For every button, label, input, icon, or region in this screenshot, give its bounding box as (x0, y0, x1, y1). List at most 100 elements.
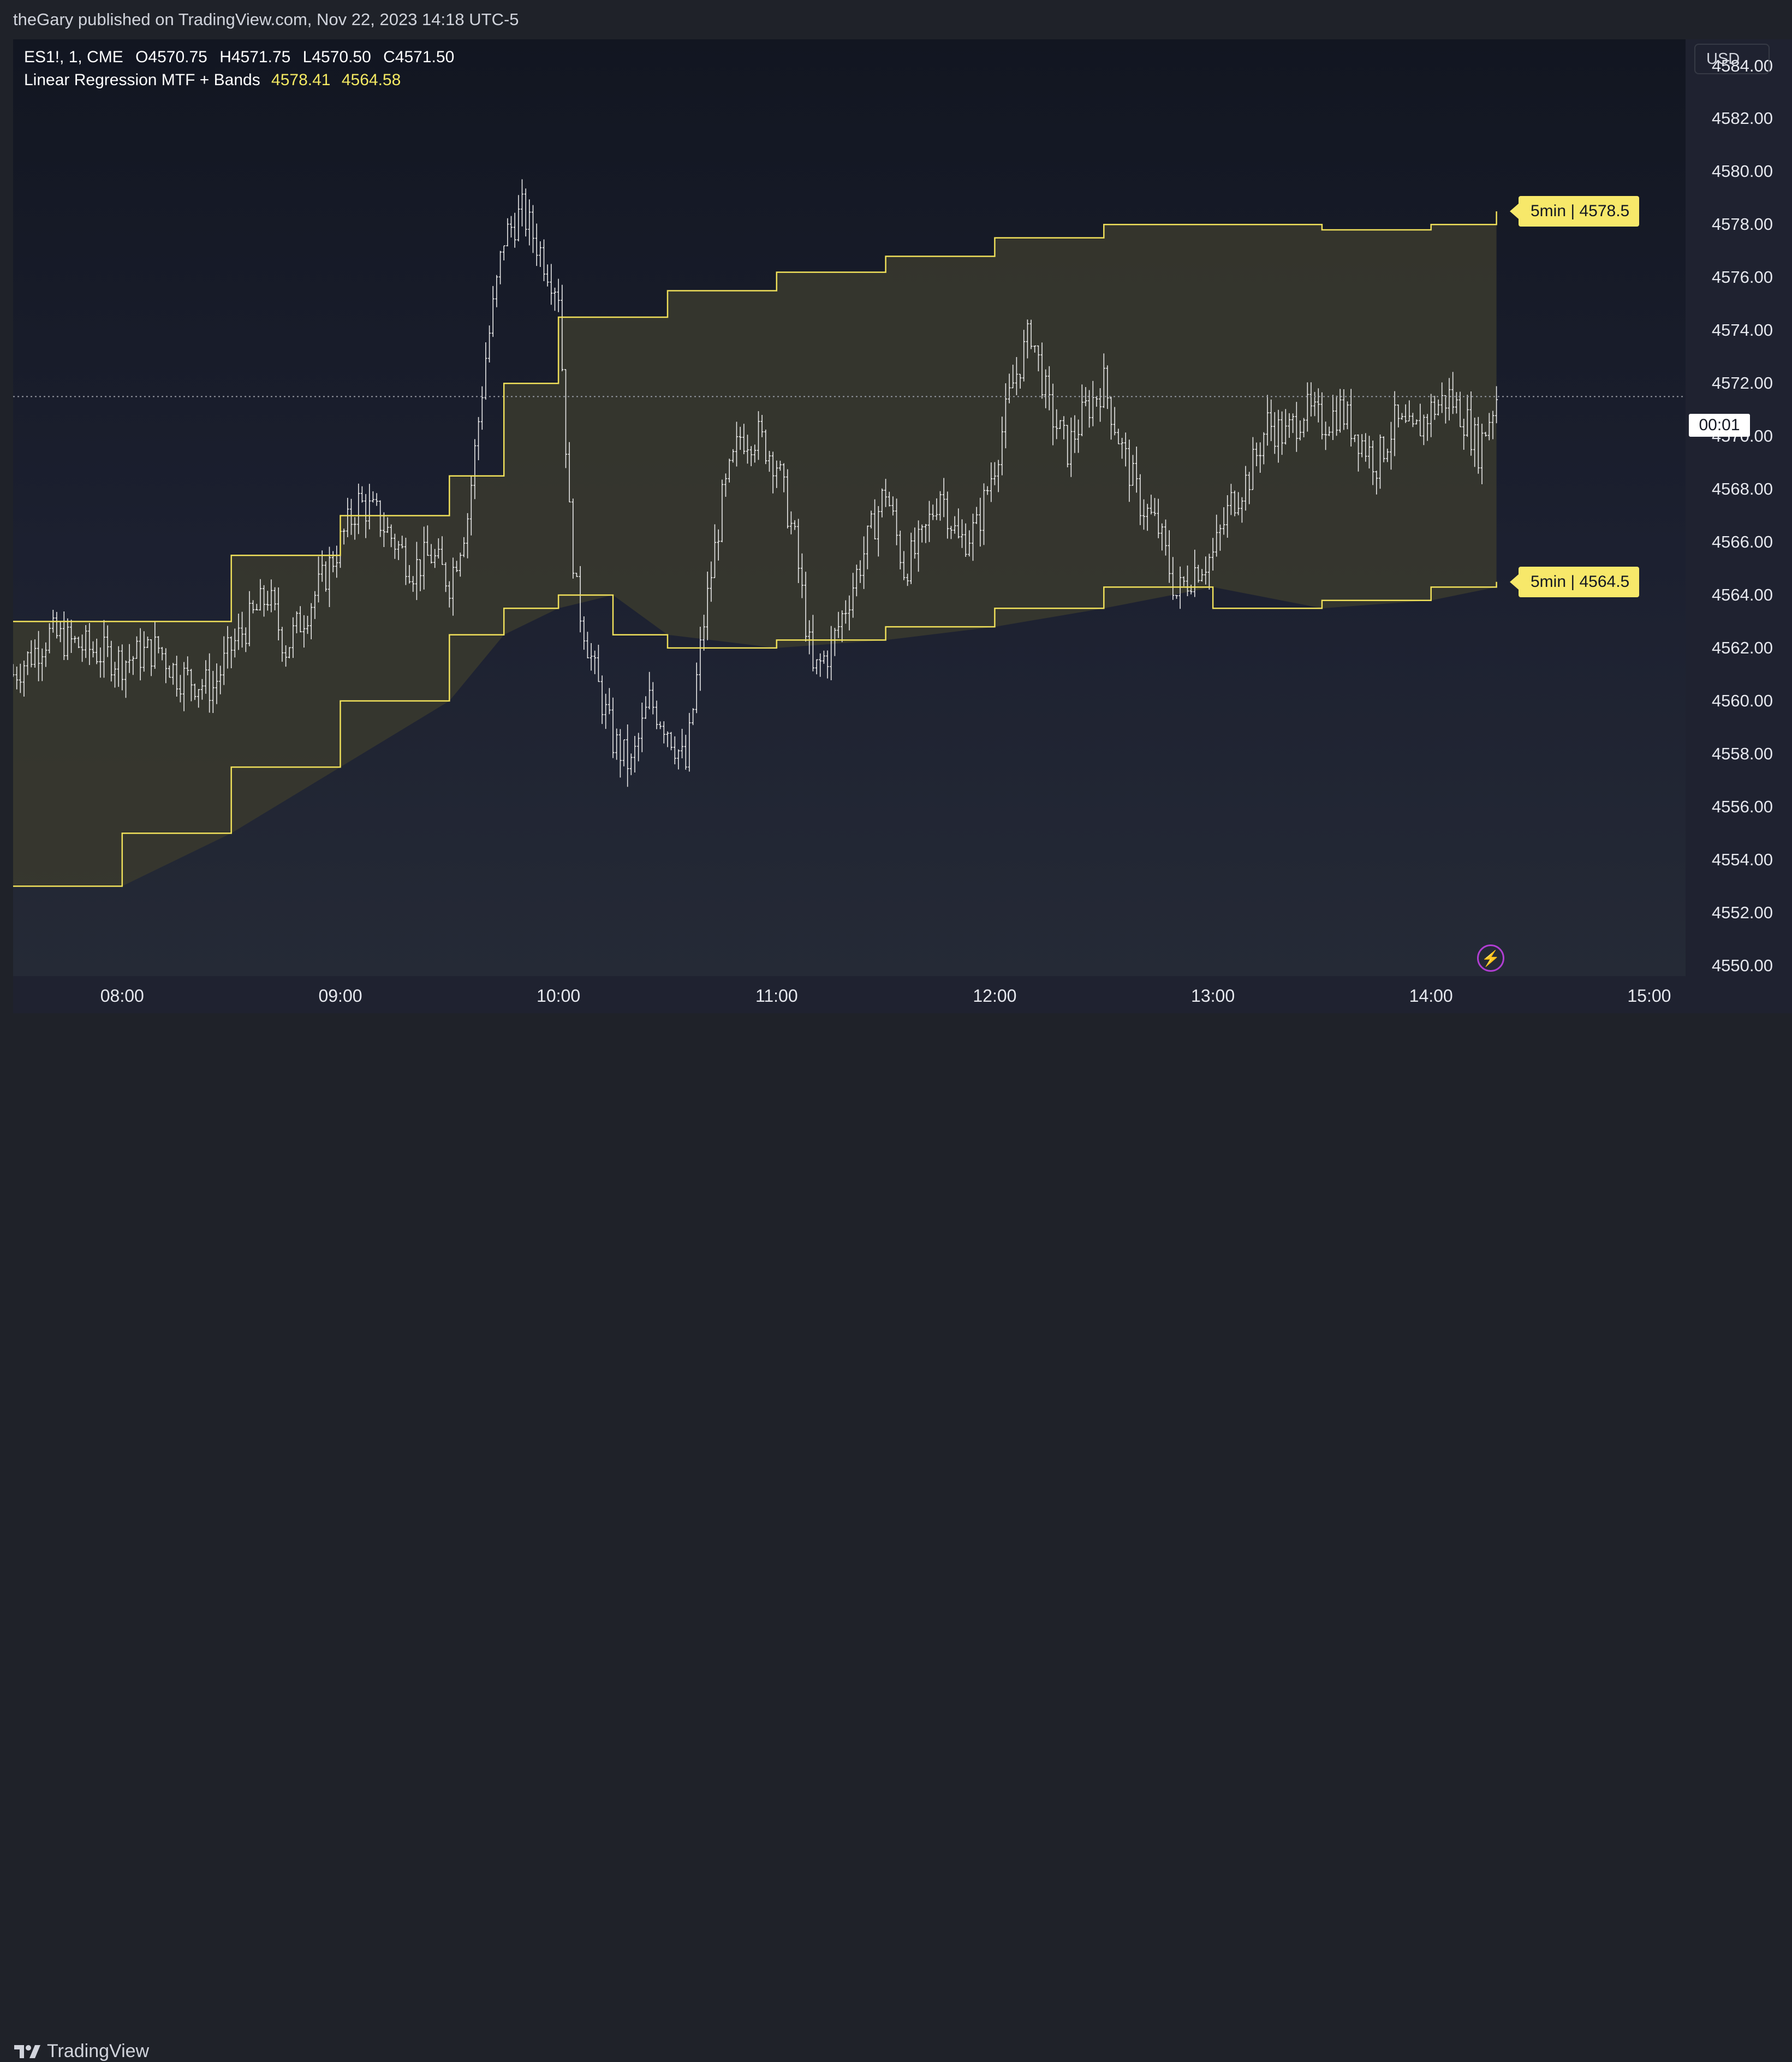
ohlc-bar (1146, 503, 1149, 531)
ohlc-bar (1121, 438, 1124, 459)
ohlc-bar (95, 638, 98, 664)
ohlc-bar (309, 603, 313, 639)
ohlc-bar (1222, 507, 1225, 535)
ohlc-bar (440, 536, 444, 565)
publish-header: theGary published on TradingView.com, No… (0, 0, 1792, 39)
currency-selector[interactable]: USD (1694, 44, 1770, 74)
ohlc-bar (764, 429, 767, 465)
ohlc-bar (532, 205, 534, 253)
time-tick-label: 10:00 (537, 986, 581, 1006)
low-value: L4570.50 (302, 48, 371, 66)
ohlc-bar (142, 631, 146, 672)
ohlc-bar (513, 212, 516, 248)
ohlc-bar (717, 529, 720, 561)
ohlc-bar (1200, 569, 1204, 582)
ohlc-bar (448, 581, 451, 608)
symbol-legend-row[interactable]: ES1!, 1, CME O4570.75 H4571.75 L4570.50 … (24, 46, 454, 69)
ohlc-bar (473, 439, 477, 500)
indicator-legend-row[interactable]: Linear Regression MTF + Bands 4578.41 45… (24, 69, 454, 92)
ohlc-bar (1088, 390, 1091, 428)
ohlc-bar (706, 572, 709, 640)
ohlc-bar (618, 729, 622, 778)
ohlc-bar (1033, 345, 1037, 353)
ohlc-bar (964, 523, 967, 557)
ohlc-bar (412, 576, 415, 592)
ohlc-bar (1306, 382, 1309, 432)
ohlc-bar (103, 620, 105, 678)
ohlc-bar (590, 643, 593, 671)
indicator-name: Linear Regression MTF + Bands (24, 71, 260, 89)
ohlc-bar (40, 648, 44, 681)
ohlc-bar (826, 650, 829, 679)
ohlc-bar (62, 611, 66, 660)
ohlc-bar (1128, 439, 1131, 502)
symbol-label: ES1!, 1, CME (24, 48, 123, 66)
ohlc-bar (1171, 557, 1175, 600)
ohlc-bar (29, 640, 33, 668)
ohlc-bar (168, 665, 171, 678)
ohlc-bar (328, 546, 331, 607)
ohlc-bar (313, 591, 317, 619)
ohlc-bar (1364, 433, 1367, 462)
ohlc-bar (346, 497, 349, 537)
ohlc-bar (171, 663, 175, 685)
ohlc-bar (466, 513, 469, 558)
ohlc-bar (291, 617, 295, 658)
ohlc-bar (197, 689, 200, 708)
ohlc-bar (997, 460, 1000, 492)
ohlc-bar (1331, 395, 1335, 440)
ohlc-bar (557, 278, 560, 312)
ohlc-bar (1491, 411, 1495, 439)
ohlc-bar (568, 442, 571, 503)
ohlc-bar (895, 498, 898, 545)
ohlc-bar (670, 732, 673, 751)
ohlc-bar (629, 753, 633, 775)
time-tick-label: 11:00 (755, 986, 798, 1006)
ohlc-bar (993, 462, 996, 485)
chart-canvas[interactable] (13, 39, 1686, 976)
ohlc-bar (1262, 432, 1265, 465)
lightning-icon[interactable]: ⚡ (1477, 944, 1504, 972)
ohlc-bar (1073, 415, 1076, 453)
ohlc-bar (1477, 417, 1480, 474)
ohlc-bar (575, 573, 578, 577)
ohlc-bar (713, 524, 716, 578)
ohlc-bar (455, 561, 459, 572)
ohlc-bar (146, 637, 149, 648)
price-axis[interactable]: 4584.00 4582.00 4580.00 4578.00 4576.00 4574.… (1686, 39, 1792, 1013)
time-axis[interactable]: 08:00 09:00 10:00 11:00 12:00 13:00 14:00 15:00 (13, 976, 1686, 1013)
ohlc-bar (1164, 519, 1167, 556)
tradingview-logo[interactable]: TradingView (13, 2041, 149, 2062)
ohlc-bar (771, 451, 775, 494)
chart-pane[interactable] (13, 39, 1686, 976)
ohlc-bar (986, 486, 989, 495)
ohlc-bar (110, 640, 113, 682)
ohlc-bar (1342, 389, 1346, 430)
ohlc-bar (1022, 330, 1026, 382)
ohlc-bar (88, 623, 91, 665)
ohlc-bar (811, 615, 814, 672)
ohlc-bar (1346, 401, 1349, 430)
ohlc-bar (284, 645, 288, 667)
ohlc-bar (917, 520, 920, 572)
ohlc-bar (1281, 411, 1284, 455)
ohlc-bar (26, 651, 29, 675)
ohlc-bar (426, 525, 429, 556)
ohlc-bar (1473, 418, 1477, 467)
ohlc-bar (939, 491, 942, 521)
ohlc-bar (659, 721, 662, 729)
price-tick-label: 4552.00 (1711, 902, 1773, 922)
price-tick-label: 4562.00 (1711, 638, 1773, 657)
ohlc-bar (1451, 372, 1455, 414)
ohlc-bar (1135, 447, 1138, 493)
ohlc-bar (331, 551, 335, 573)
ohlc-bar (444, 562, 448, 592)
ohlc-bar (873, 499, 877, 539)
ohlc-bar (1037, 345, 1040, 372)
time-tick-label: 08:00 (100, 986, 144, 1006)
ohlc-bar (906, 573, 909, 586)
ohlc-bar (684, 734, 687, 770)
ohlc-bar (644, 696, 647, 719)
ohlc-bar (822, 650, 825, 664)
ohlc-bar (48, 623, 51, 653)
